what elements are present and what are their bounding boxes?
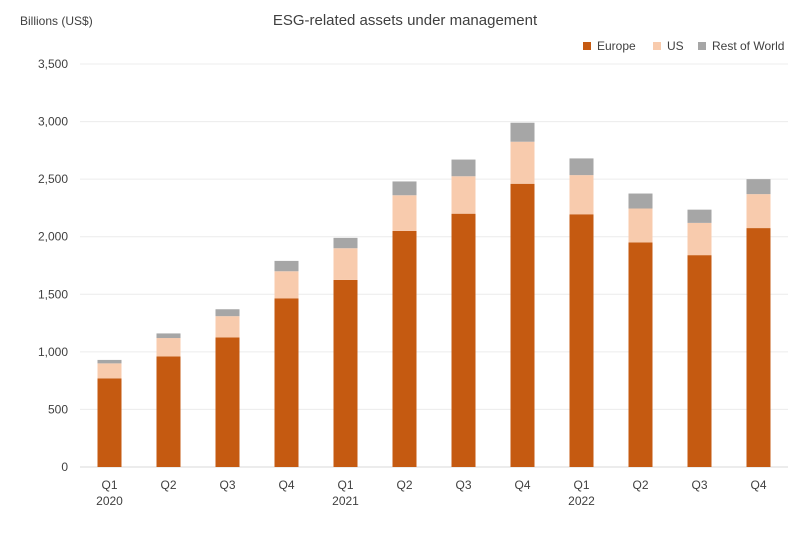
bar-rest-of-world bbox=[274, 260, 299, 272]
y-tick-label: 2,500 bbox=[38, 172, 68, 186]
bar-us bbox=[451, 176, 476, 214]
bar-us bbox=[333, 248, 358, 280]
legend: Europe US Rest of World bbox=[583, 39, 784, 53]
bar-europe bbox=[97, 378, 122, 467]
y-axis-label: Billions (US$) bbox=[20, 14, 93, 28]
legend-label-rest-of-world: Rest of World bbox=[712, 39, 784, 53]
y-tick-label: 3,500 bbox=[38, 57, 68, 71]
bar-us bbox=[569, 175, 594, 215]
y-tick-label: 3,000 bbox=[38, 115, 68, 129]
bar-europe bbox=[333, 279, 358, 467]
x-tick-label: Q4 bbox=[514, 478, 530, 492]
x-tick-label: Q4 bbox=[750, 478, 766, 492]
bar-rest-of-world bbox=[215, 309, 240, 317]
y-tick-label: 0 bbox=[61, 460, 68, 474]
bar-rest-of-world bbox=[97, 359, 122, 364]
bar-rest-of-world bbox=[628, 193, 653, 209]
x-tick-label: Q3 bbox=[455, 478, 471, 492]
bar-europe bbox=[215, 337, 240, 467]
legend-label-europe: Europe bbox=[597, 39, 636, 53]
x-tick-labels: Q1 2020 Q2 Q3 Q4 Q1 2021 Q2 Q3 Q4 Q1 2022 Q2 Q3 Q4 bbox=[96, 478, 767, 508]
bar-us bbox=[628, 208, 653, 243]
bars bbox=[97, 122, 771, 467]
bar-europe bbox=[392, 230, 417, 467]
bar-rest-of-world bbox=[510, 122, 535, 142]
bar-rest-of-world bbox=[687, 209, 712, 223]
legend-label-us: US bbox=[667, 39, 684, 53]
x-tick-label: Q2 bbox=[396, 478, 412, 492]
bar-us bbox=[215, 316, 240, 338]
bar-us bbox=[687, 222, 712, 256]
bar-us bbox=[274, 271, 299, 299]
x-tick-label: Q2 bbox=[160, 478, 176, 492]
gridlines bbox=[80, 63, 788, 468]
y-tick-label: 2,000 bbox=[38, 230, 68, 244]
x-tick-label: Q1 bbox=[101, 478, 117, 492]
x-tick-label: Q2 bbox=[632, 478, 648, 492]
bar-europe bbox=[451, 213, 476, 467]
legend-swatch-us bbox=[653, 42, 661, 50]
x-year-label: 2021 bbox=[332, 494, 359, 508]
legend-swatch-rest-of-world bbox=[698, 42, 706, 50]
y-tick-labels: 0 500 1,000 1,500 2,000 2,500 3,000 3,500 bbox=[38, 57, 68, 474]
bar-europe bbox=[274, 298, 299, 467]
bar-rest-of-world bbox=[569, 158, 594, 176]
y-tick-label: 1,000 bbox=[38, 345, 68, 359]
bar-rest-of-world bbox=[392, 181, 417, 196]
x-tick-label: Q4 bbox=[278, 478, 294, 492]
bar-us bbox=[392, 195, 417, 231]
bar-rest-of-world bbox=[451, 159, 476, 177]
x-tick-label: Q3 bbox=[691, 478, 707, 492]
bar-rest-of-world bbox=[156, 333, 181, 339]
y-tick-label: 500 bbox=[48, 402, 68, 416]
x-year-label: 2022 bbox=[568, 494, 595, 508]
x-tick-label: Q1 bbox=[337, 478, 353, 492]
bar-europe bbox=[156, 356, 181, 467]
x-tick-label: Q1 bbox=[573, 478, 589, 492]
chart-title: ESG-related assets under management bbox=[273, 12, 538, 29]
bar-us bbox=[510, 141, 535, 184]
bar-us bbox=[97, 363, 122, 379]
bar-us bbox=[746, 194, 771, 229]
bar-rest-of-world bbox=[333, 237, 358, 249]
bar-rest-of-world bbox=[746, 179, 771, 195]
bar-europe bbox=[569, 214, 594, 467]
x-year-label: 2020 bbox=[96, 494, 123, 508]
x-tick-label: Q3 bbox=[219, 478, 235, 492]
bar-europe bbox=[746, 228, 771, 467]
y-tick-label: 1,500 bbox=[38, 287, 68, 301]
bar-europe bbox=[687, 255, 712, 467]
legend-swatch-europe bbox=[583, 42, 591, 50]
bar-europe bbox=[628, 242, 653, 467]
bar-europe bbox=[510, 183, 535, 467]
bar-us bbox=[156, 338, 181, 357]
